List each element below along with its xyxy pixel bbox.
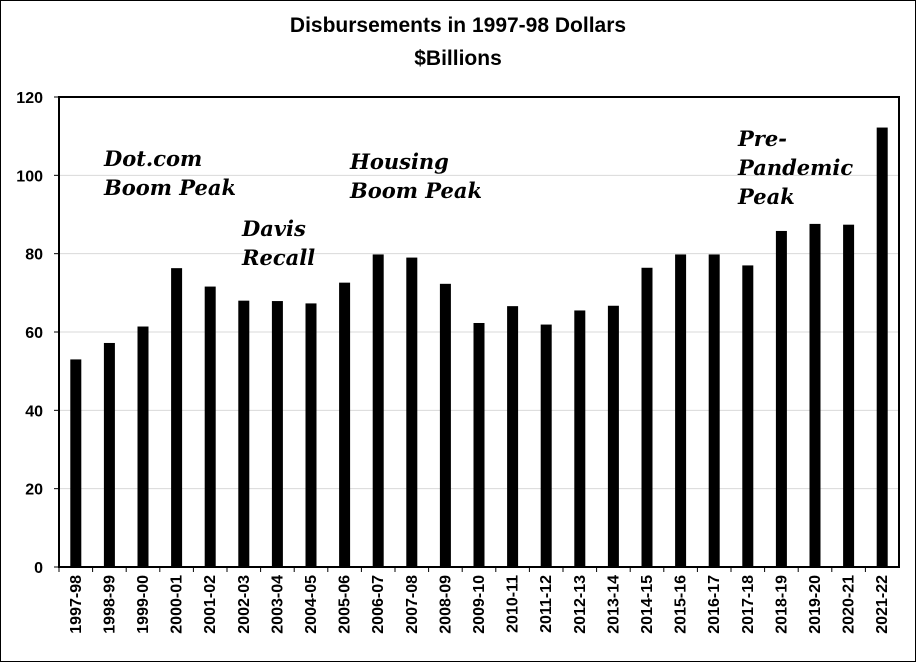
x-tick-label: 1999-00	[135, 575, 152, 634]
x-tick-label: 2001-02	[202, 575, 219, 634]
x-tick-label: 2004-05	[303, 575, 320, 634]
y-tick-label: 20	[25, 482, 43, 499]
x-tick-label: 2012-13	[572, 575, 589, 634]
x-tick-label: 2018-19	[773, 575, 790, 634]
bar-2007-08	[406, 257, 418, 567]
x-tick-label: 2003-04	[269, 575, 286, 634]
bar-2013-14	[607, 305, 619, 567]
y-tick-label: 100	[16, 168, 43, 185]
x-tick-label: 2007-08	[404, 575, 421, 634]
x-tick-label: 2014-15	[639, 575, 656, 634]
x-tick-label: 2017-18	[740, 575, 757, 634]
bar-2011-12	[540, 324, 552, 567]
x-tick-label: 2008-09	[437, 575, 454, 634]
bar-2009-10	[473, 322, 485, 567]
annotation-prepandemic-line: Pre-	[737, 126, 787, 151]
annotation-prepandemic-line: Peak	[737, 184, 795, 209]
x-tick-label: 2005-06	[337, 575, 354, 634]
x-tick-label: 2013-14	[605, 575, 622, 634]
bar-2003-04	[271, 301, 283, 567]
x-tick-label: 1998-99	[101, 575, 118, 634]
annotation-davis-line: Davis	[241, 216, 306, 241]
bar-2005-06	[339, 282, 351, 567]
y-tick-label: 0	[34, 560, 43, 577]
bar-2010-11	[507, 306, 519, 567]
x-tick-label: 2019-20	[807, 575, 824, 634]
x-tick-label: 2006-07	[370, 575, 387, 634]
bar-2017-18	[742, 265, 754, 567]
chart-subtitle: $Billions	[414, 47, 502, 70]
y-tick-label: 60	[25, 325, 43, 342]
bar-2000-01	[171, 268, 183, 567]
x-tick-label: 2021-22	[874, 575, 891, 634]
bar-2020-21	[843, 224, 855, 567]
bar-2004-05	[305, 303, 317, 567]
bar-2018-19	[775, 230, 787, 567]
y-tick-label: 80	[25, 247, 43, 264]
x-tick-label: 2009-10	[471, 575, 488, 634]
x-tick-label: 2015-16	[673, 575, 690, 634]
annotation-dotcom-line: Boom Peak	[103, 175, 236, 200]
bar-1997-98	[70, 359, 82, 567]
bar-2015-16	[675, 254, 687, 567]
x-tick-label: 2002-03	[236, 575, 253, 634]
bar-2016-17	[708, 254, 720, 567]
annotation-davis-line: Recall	[241, 245, 315, 270]
plot-area-border	[58, 96, 900, 568]
y-tick-label: 40	[25, 403, 43, 420]
bar-2014-15	[641, 267, 653, 567]
bar-2021-22	[876, 127, 888, 568]
annotation-housing-line: Housing	[349, 149, 449, 174]
bar-2019-20	[809, 223, 821, 567]
bar-2001-02	[204, 286, 216, 567]
x-tick-label: 2020-21	[841, 575, 858, 634]
bar-1998-99	[103, 342, 115, 567]
x-tick-label: 2011-12	[538, 575, 555, 633]
bar-2008-09	[439, 283, 451, 567]
x-tick-label: 2000-01	[169, 575, 186, 634]
bar-2006-07	[372, 254, 384, 567]
bars	[70, 127, 888, 568]
bar-2002-03	[238, 300, 250, 567]
axes: 0 20 40 60 80 100 120 1997-98 1998-99 1999-00 2000…	[16, 90, 900, 634]
annotation-prepandemic-line: Pandemic	[737, 155, 853, 180]
bar-2012-13	[574, 310, 586, 567]
x-tick-label: 2016-17	[706, 575, 723, 634]
x-tick-label: 2010-11	[505, 575, 522, 633]
annotation-dotcom-line: Dot.com	[103, 146, 202, 171]
bar-1999-00	[137, 326, 149, 567]
annotation-housing-line: Boom Peak	[349, 178, 482, 203]
y-tick-label: 120	[16, 90, 43, 107]
chart-title: Disbursements in 1997-98 Dollars	[289, 14, 627, 37]
x-tick-label: 1997-98	[68, 575, 85, 634]
